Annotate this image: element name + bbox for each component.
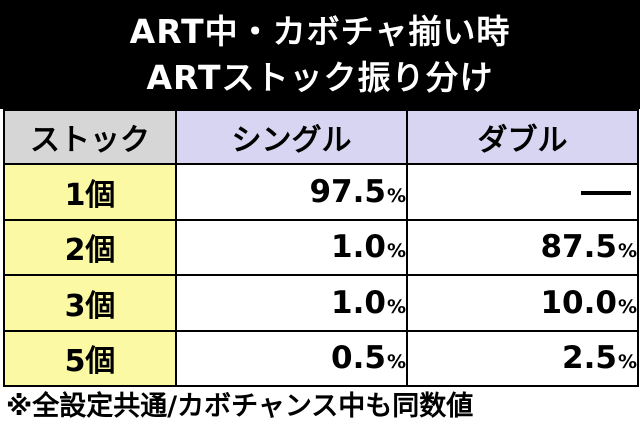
double-value-cell: 10.0% xyxy=(406,274,639,332)
table-row: 3個 1.0% 10.0% xyxy=(3,274,639,332)
table-row: 2個 1.0% 87.5% xyxy=(3,218,639,276)
double-value: 10.0 xyxy=(540,284,617,321)
title-line-2: ARTストック振り分け xyxy=(146,57,494,97)
double-value: 87.5 xyxy=(540,229,617,266)
dash-mark xyxy=(581,190,631,195)
row-label: 1個 xyxy=(3,163,177,221)
single-value-cell: 1.0% xyxy=(175,274,408,332)
header-single: シングル xyxy=(175,109,408,165)
percent-sign: % xyxy=(386,184,406,207)
single-value: 97.5 xyxy=(309,173,386,210)
percent-sign: % xyxy=(386,351,406,374)
single-value-cell: 1.0% xyxy=(175,218,408,276)
title-line-1: ART中・カボチャ揃い時 xyxy=(129,11,511,51)
percent-sign: % xyxy=(386,240,406,263)
double-value: 2.5 xyxy=(562,340,617,377)
single-value-cell: 97.5% xyxy=(175,163,408,221)
header-stock: ストック xyxy=(3,109,177,165)
table-header-row: ストック シングル ダブル xyxy=(3,109,639,165)
percent-sign: % xyxy=(386,295,406,318)
double-value-cell: 2.5% xyxy=(406,329,639,387)
table-row: 5個 0.5% 2.5% xyxy=(3,329,639,387)
footnote: ※全設定共通/カボチャンス中も同数値 xyxy=(6,391,474,422)
row-label: 3個 xyxy=(3,274,177,332)
single-value-cell: 0.5% xyxy=(175,329,408,387)
percent-sign: % xyxy=(617,295,637,318)
title-bar: ART中・カボチャ揃い時 ARTストック振り分け xyxy=(0,0,640,109)
double-value-cell: 87.5% xyxy=(406,218,639,276)
double-value-cell: — xyxy=(406,163,639,221)
percent-sign: % xyxy=(617,351,637,374)
header-double: ダブル xyxy=(406,109,639,165)
row-label: 5個 xyxy=(3,329,177,387)
percent-sign: % xyxy=(617,240,637,263)
row-label: 2個 xyxy=(3,218,177,276)
single-value: 1.0 xyxy=(331,229,386,266)
stock-distribution-table: ストック シングル ダブル 1個 97.5% — 2個 1.0% 87.5% 3 xyxy=(3,109,639,387)
single-value: 0.5 xyxy=(331,340,386,377)
table-row: 1個 97.5% — xyxy=(3,163,639,221)
single-value: 1.0 xyxy=(331,284,386,321)
